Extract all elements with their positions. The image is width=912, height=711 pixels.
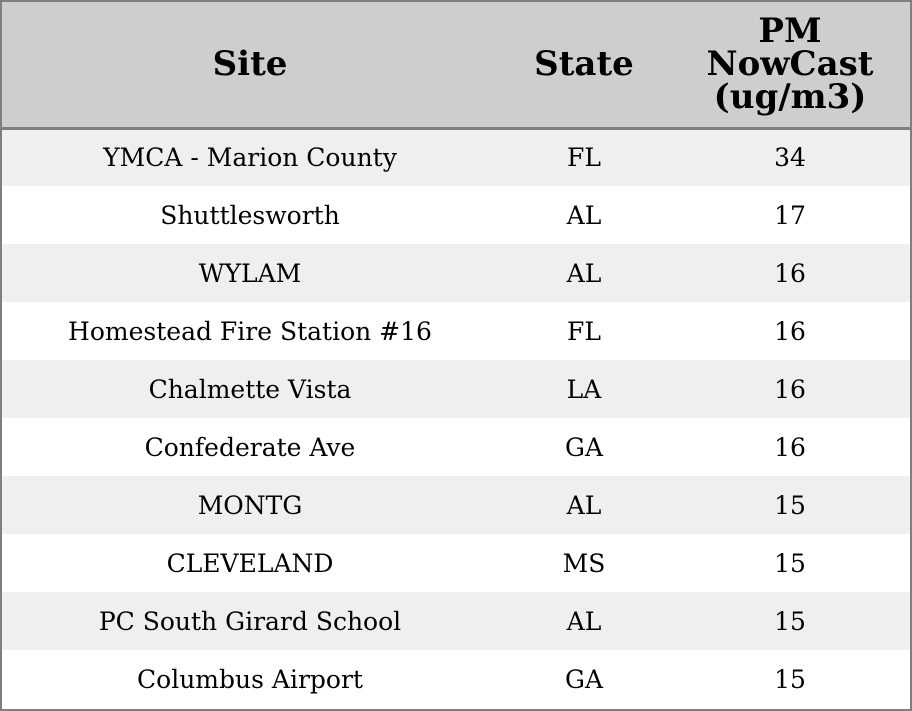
cell-site: CLEVELAND: [166, 548, 334, 578]
cell-state: AL: [566, 606, 602, 636]
cell-state: AL: [566, 490, 602, 520]
cell-pm: 15: [774, 606, 806, 636]
table-row: CLEVELAND MS 15: [2, 534, 910, 592]
cell-site: Homestead Fire Station #16: [68, 316, 432, 346]
cell-pm: 17: [774, 200, 806, 230]
cell-state: FL: [567, 316, 601, 346]
table-row: Chalmette Vista LA 16: [2, 360, 910, 418]
header-row: Site State PM NowCast (ug/m3): [2, 2, 910, 128]
header-pm-line-3: (ug/m3): [713, 76, 867, 117]
cell-site: Chalmette Vista: [148, 374, 352, 404]
cell-site: Columbus Airport: [137, 664, 363, 694]
table-body: YMCA - Marion County FL 34 Shuttlesworth…: [2, 128, 910, 708]
cell-site: MONTG: [197, 490, 303, 520]
table-header: Site State PM NowCast (ug/m3): [2, 2, 910, 128]
cell-state: AL: [566, 258, 602, 288]
table-row: Homestead Fire Station #16 FL 16: [2, 302, 910, 360]
cell-state: AL: [566, 200, 602, 230]
header-pm-line-2: NowCast: [706, 43, 874, 84]
table-row: WYLAM AL 16: [2, 244, 910, 302]
cell-state: FL: [567, 143, 601, 173]
cell-pm: 15: [774, 664, 806, 694]
header-pm-line-1: PM: [758, 10, 822, 51]
table-row: YMCA - Marion County FL 34: [2, 128, 910, 186]
cell-pm: 16: [774, 374, 806, 404]
cell-pm: 16: [774, 316, 806, 346]
table-row: MONTG AL 15: [2, 476, 910, 534]
cell-site: Shuttlesworth: [160, 200, 340, 230]
cell-state: GA: [564, 664, 604, 694]
header-pm-nowcast: PM NowCast (ug/m3): [670, 2, 910, 128]
cell-pm: 16: [774, 432, 806, 462]
cell-site: PC South Girard School: [98, 606, 402, 636]
cell-state: MS: [562, 548, 606, 578]
table-row: PC South Girard School AL 15: [2, 592, 910, 650]
cell-pm: 34: [774, 143, 806, 173]
cell-site: WYLAM: [198, 258, 302, 288]
cell-site: YMCA - Marion County: [103, 143, 397, 173]
table-row: Columbus Airport GA 15: [2, 650, 910, 708]
cell-site: Confederate Ave: [144, 432, 356, 462]
cell-state: GA: [564, 432, 604, 462]
header-state: State: [534, 43, 634, 84]
cell-state: LA: [566, 374, 602, 404]
table-row: Confederate Ave GA 16: [2, 418, 910, 476]
header-site: Site: [212, 43, 288, 84]
cell-pm: 16: [774, 258, 806, 288]
table-row: Shuttlesworth AL 17: [2, 186, 910, 244]
cell-pm: 15: [774, 490, 806, 520]
cell-pm: 15: [774, 548, 806, 578]
